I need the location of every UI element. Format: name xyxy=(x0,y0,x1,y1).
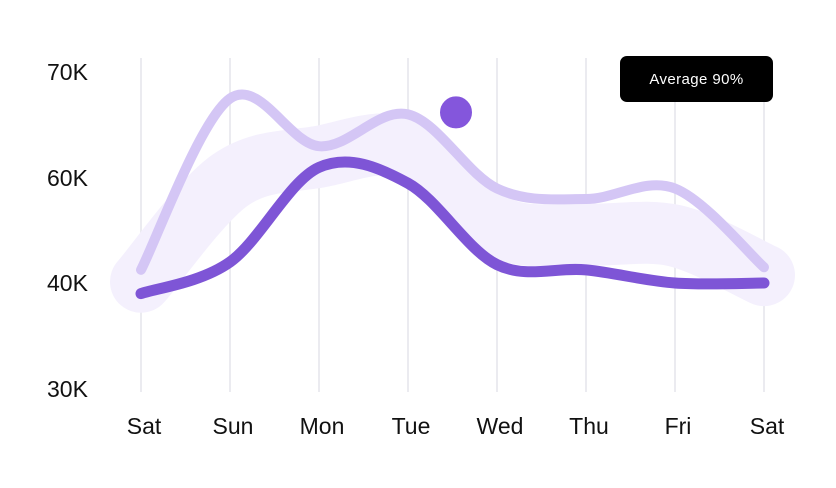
x-tick-label: Sat xyxy=(750,413,785,439)
y-tick-label: 30K xyxy=(47,376,89,402)
y-tick-label: 70K xyxy=(47,59,89,85)
highlight-marker[interactable] xyxy=(436,92,476,133)
x-tick-label: Tue xyxy=(392,413,431,439)
x-tick-label: Sat xyxy=(127,413,162,439)
average-badge: Average 90% xyxy=(620,56,773,102)
x-tick-label: Wed xyxy=(477,413,524,439)
series-line-1 xyxy=(136,89,769,275)
x-tick-label: Sun xyxy=(213,413,254,439)
x-tick-label: Thu xyxy=(569,413,609,439)
x-tick-label: Mon xyxy=(300,413,345,439)
range-band xyxy=(110,113,795,313)
y-tick-label: 60K xyxy=(47,165,89,191)
y-tick-label: 40K xyxy=(47,270,89,296)
series-line-2 xyxy=(135,156,770,300)
x-tick-label: Fri xyxy=(665,413,692,439)
